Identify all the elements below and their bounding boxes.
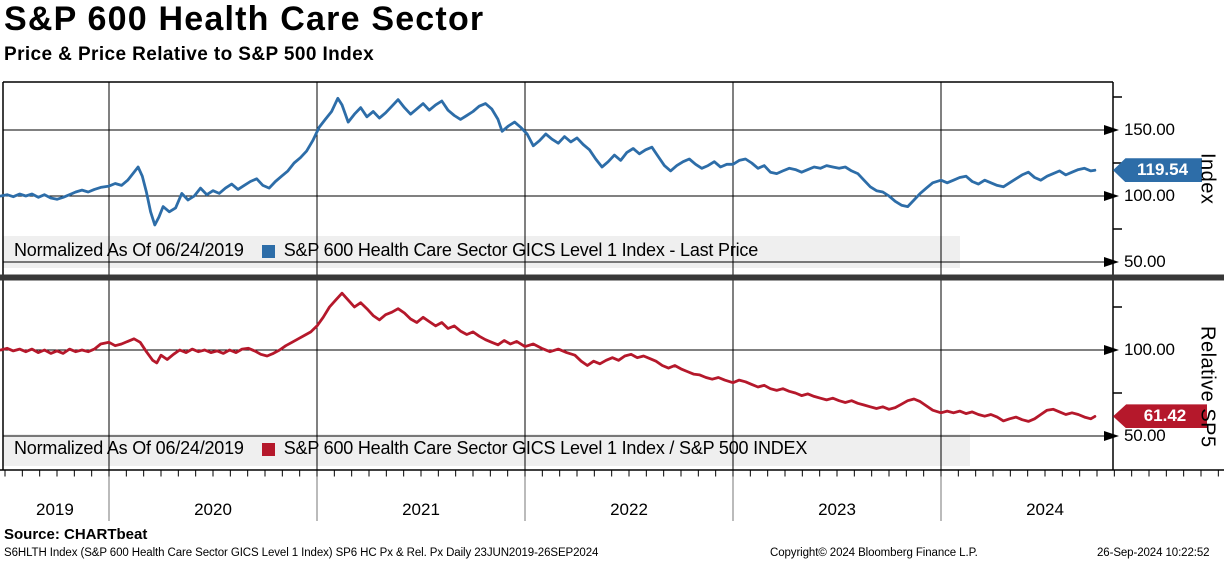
y-axis-title-relative: Relative SP5: [1196, 326, 1219, 448]
last-price-value-relative: 61.42: [1143, 406, 1187, 426]
legend-top: Normalized As Of 06/24/2019 S&P 600 Heal…: [14, 240, 758, 261]
relative-series-swatch-icon: [261, 442, 275, 456]
footer-datetime: 26-Sep-2024 10:22:52: [1097, 547, 1210, 559]
normalized-label-top: Normalized As Of 06/24/2019: [14, 240, 244, 260]
last-price-badge-index: 119.54: [1113, 158, 1202, 183]
y-tick-label: 50.00: [1124, 252, 1166, 271]
footer-description: S6HLTH Index (S&P 600 Health Care Sector…: [4, 547, 599, 559]
last-price-value-index: 119.54: [1136, 160, 1189, 180]
tick-arrow-icon: [1104, 257, 1119, 267]
x-axis-year-label: 2024: [1026, 500, 1064, 519]
price-line: [0, 96, 1097, 227]
relative-series-label: S&P 600 Health Care Sector GICS Level 1 …: [283, 438, 808, 458]
source-label: Source: CHARTbeat: [4, 526, 148, 543]
chart-title: S&P 600 Health Care Sector: [4, 0, 485, 38]
last-price-badge-relative: 61.42: [1113, 404, 1207, 429]
x-axis-year-label: 2020: [194, 500, 232, 519]
x-axis-year-label: 2019: [35, 500, 74, 519]
legend-band-top: [3, 236, 960, 268]
y-tick-label: 150.00: [1124, 120, 1175, 139]
y-tick-label: 100.00: [1124, 186, 1175, 205]
normalized-label-bottom: Normalized As Of 06/24/2019: [14, 438, 244, 458]
y-tick-label: 100.00: [1124, 340, 1175, 359]
panel-separator: [0, 274, 1224, 281]
x-axis-year-label: 2022: [610, 500, 648, 519]
tick-arrow-icon: [1104, 431, 1119, 441]
price-series-swatch-icon: [261, 244, 275, 258]
relative-strength-line: [0, 291, 1097, 423]
footer-copyright: Copyright© 2024 Bloomberg Finance L.P.: [770, 547, 978, 559]
tick-arrow-icon: [1104, 345, 1119, 355]
tick-arrow-icon: [1104, 125, 1119, 135]
y-axis-title-index: Index: [1196, 152, 1219, 205]
chart-subtitle: Price & Price Relative to S&P 500 Index: [4, 44, 375, 65]
y-tick-label: 50.00: [1124, 426, 1166, 445]
legend-band-bottom: [3, 434, 970, 466]
legend-bottom: Normalized As Of 06/24/2019 S&P 600 Heal…: [14, 438, 807, 459]
x-axis-year-label: 2023: [818, 500, 856, 519]
price-series-label: S&P 600 Health Care Sector GICS Level 1 …: [283, 240, 759, 260]
tick-arrow-icon: [1104, 191, 1119, 201]
x-axis-year-label: 2021: [402, 500, 440, 519]
